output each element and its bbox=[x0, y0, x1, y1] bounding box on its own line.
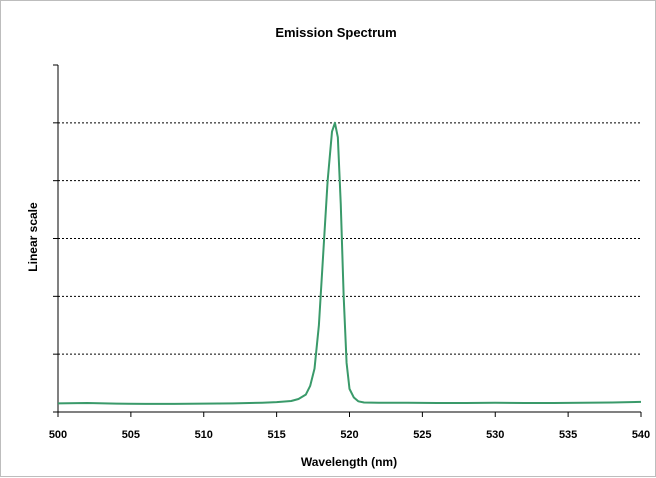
x-tick-label: 525 bbox=[413, 429, 431, 441]
x-tick-label: 530 bbox=[486, 429, 504, 441]
x-axis-label: Wavelength (nm) bbox=[301, 455, 397, 469]
axes bbox=[53, 64, 642, 417]
x-tick-label: 505 bbox=[122, 429, 140, 441]
x-tick-labels: 500 505 510 515 520 525 530 535 540 bbox=[49, 429, 650, 441]
x-tick-label: 510 bbox=[195, 429, 213, 441]
series-layer bbox=[57, 121, 642, 405]
x-tick-label: 515 bbox=[267, 429, 285, 441]
x-tick-label: 540 bbox=[632, 429, 650, 441]
x-tick-label: 535 bbox=[559, 429, 577, 441]
y-axis-label: Linear scale bbox=[26, 202, 40, 272]
gridlines bbox=[58, 122, 641, 355]
chart-title: Emission Spectrum bbox=[275, 25, 396, 40]
x-tick-label: 500 bbox=[49, 429, 67, 441]
x-tick-label: 520 bbox=[340, 429, 358, 441]
emission-series-line bbox=[57, 121, 642, 405]
